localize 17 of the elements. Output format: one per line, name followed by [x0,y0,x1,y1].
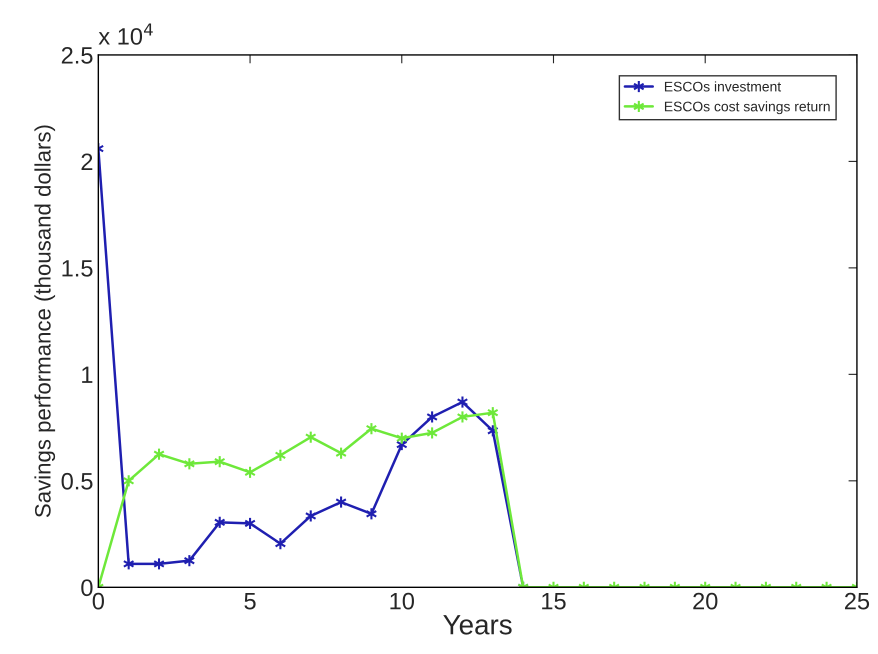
y-tick-label: 2.5 [62,47,92,64]
x-tick-label: 25 [844,592,870,610]
legend-label: ESCOs investment [664,81,782,92]
x-tick-label: 5 [244,593,256,610]
x-axis-title: Years [443,615,512,635]
y-axis-title: Savings performance (thousand dollars) [34,125,56,518]
x-tick-label: 15 [542,593,566,610]
x-tick-label: 0 [92,592,104,610]
y-tick-label: 2 [82,153,92,170]
y-tick-label: 0 [81,579,93,596]
x-tick-label: 10 [390,592,414,610]
y-tick-label: 0.5 [62,472,92,490]
x-tick-label: 20 [693,592,718,610]
text: x 10$^{4}$ [98,23,153,45]
y-tick-label: 1 [82,366,92,383]
y-tick-label: 1.5 [62,260,92,277]
legend-label: ESCOs cost savings return [664,101,830,114]
